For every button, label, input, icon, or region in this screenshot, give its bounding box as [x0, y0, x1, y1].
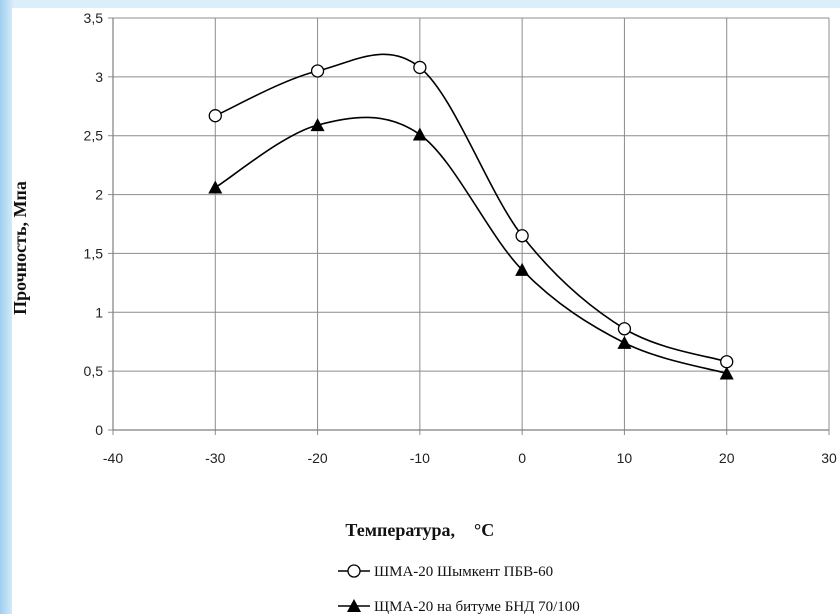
y-tick-label: 3,5: [84, 10, 104, 26]
x-tick-label: -30: [205, 450, 225, 466]
y-tick-label: 3: [95, 69, 103, 85]
x-tick-label: -20: [307, 450, 327, 466]
x-tick-label: 20: [719, 450, 735, 466]
data-point-series-1: [720, 355, 734, 369]
data-point-series-1: [208, 109, 222, 123]
data-point-series-1: [617, 322, 632, 336]
y-tick-label: 1: [95, 304, 103, 320]
data-point-series-1: [413, 60, 427, 75]
series: [208, 53, 734, 380]
y-tick-label: 0,5: [84, 363, 104, 379]
data-point-series-2: [208, 180, 223, 194]
data-point-series-2: [412, 127, 427, 141]
x-tick-label: -10: [410, 450, 430, 466]
chart-svg: 0 0,5 1 1,5 2 2,5 3 3,5 -40 -30 -20 -10 0 10 20 30 Проч…: [12, 10, 837, 614]
x-tick-label: 0: [518, 450, 526, 466]
x-axis-unit: °С: [474, 520, 494, 540]
legend: ШМА-20 Шымкент ПБВ-60 ЩМА-20 на битуме БН…: [338, 564, 580, 614]
y-tick-label: 0: [95, 422, 103, 438]
legend-marker-2: [347, 599, 361, 612]
x-tick-label: 30: [821, 450, 837, 466]
x-axis-title: Температура,: [345, 520, 455, 540]
x-tick-label: -40: [103, 450, 123, 466]
data-point-series-2: [310, 118, 325, 132]
y-tick-label: 1,5: [84, 245, 104, 261]
grid-lines: [112, 17, 830, 431]
data-point-series-2: [515, 262, 530, 276]
series-line-1: [214, 53, 727, 363]
y-tick-label: 2: [95, 187, 103, 203]
y-axis-title: Прочность, Мпа: [12, 181, 30, 315]
x-axis-title-text: Температура,: [345, 520, 455, 540]
data-point-series-1: [310, 64, 325, 78]
data-point-series-2: [617, 335, 632, 349]
x-tick-label: 10: [617, 450, 633, 466]
series-line-2: [214, 116, 727, 375]
y-tick-label: 2,5: [84, 128, 104, 144]
data-point-series-2: [719, 366, 734, 380]
axes: 0 0,5 1 1,5 2 2,5 3 3,5 -40 -30 -20 -10 0 10 20 30: [84, 10, 837, 466]
legend-label-1: ШМА-20 Шымкент ПБВ-60: [374, 564, 553, 580]
chart-area: 0 0,5 1 1,5 2 2,5 3 3,5 -40 -30 -20 -10 0 10 20 30 Проч…: [12, 8, 840, 614]
data-point-series-1: [515, 229, 529, 243]
legend-marker-1: [347, 564, 361, 578]
legend-label-2: ЩМА-20 на битуме БНД 70/100: [374, 599, 580, 614]
